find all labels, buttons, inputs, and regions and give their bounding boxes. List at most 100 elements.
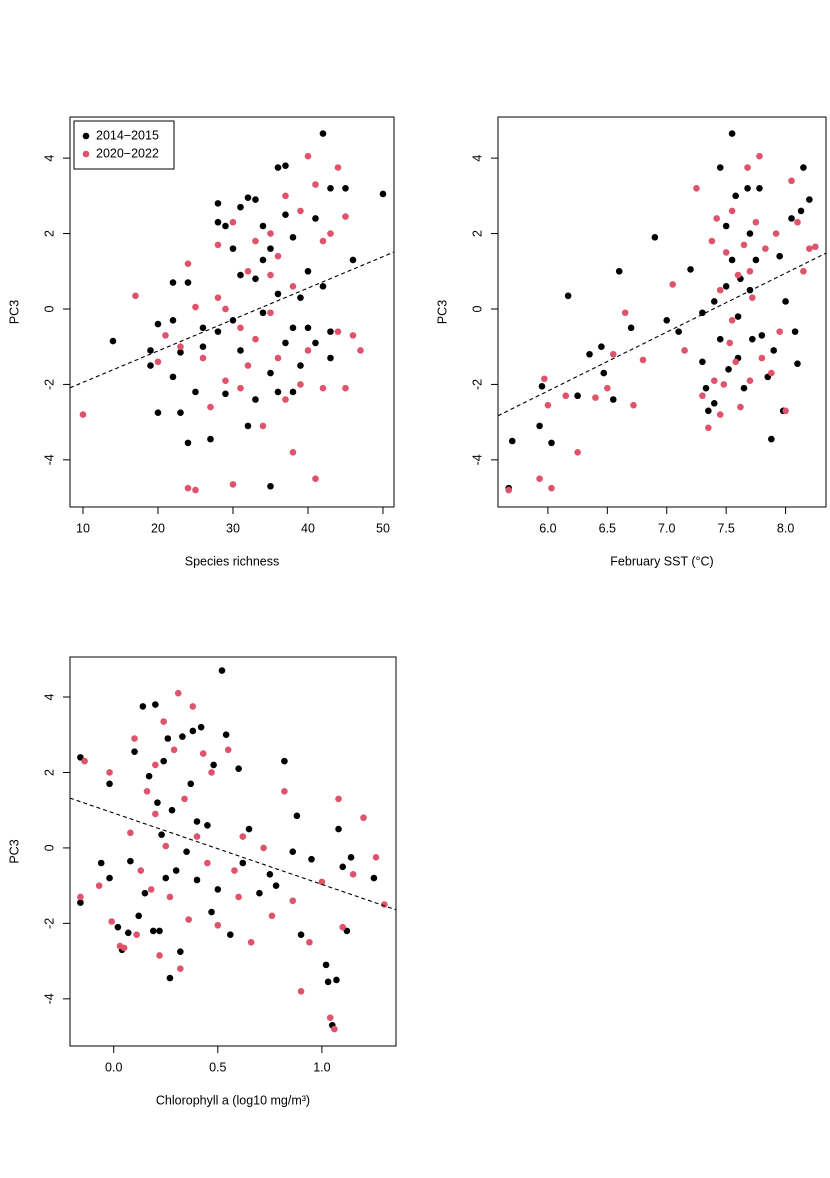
- point: [152, 761, 159, 769]
- point: [800, 164, 807, 171]
- point: [193, 818, 201, 825]
- point: [166, 974, 174, 982]
- point: [114, 923, 122, 931]
- point: [281, 788, 288, 795]
- point: [592, 394, 599, 401]
- point: [806, 245, 813, 252]
- x-tick-label: 6.0: [539, 521, 556, 535]
- x-tick-label: 1.0: [313, 1060, 330, 1074]
- point: [339, 863, 347, 871]
- point: [710, 399, 718, 407]
- point: [312, 475, 319, 483]
- point: [127, 829, 134, 837]
- point: [349, 256, 357, 264]
- point: [131, 748, 138, 756]
- point: [259, 422, 267, 430]
- point: [324, 978, 332, 986]
- point: [800, 267, 807, 275]
- point: [508, 437, 516, 445]
- point: [282, 396, 289, 403]
- legend-label: 2014−2015: [96, 128, 159, 142]
- point: [156, 927, 163, 935]
- point: [79, 411, 87, 418]
- x-tick-label: 0.5: [209, 1060, 226, 1074]
- point: [177, 409, 184, 417]
- point: [699, 309, 706, 317]
- point: [272, 882, 280, 889]
- point: [708, 237, 716, 245]
- point: [297, 207, 304, 215]
- point: [179, 733, 186, 740]
- panel: 6.0 6.5 7.0 7.5 8.0 -4 -2 0 2 4 February SST (°C) P…: [435, 116, 827, 568]
- point: [187, 780, 195, 788]
- y-tick-label: -4: [42, 454, 56, 465]
- point: [274, 252, 282, 260]
- point: [768, 435, 775, 443]
- point: [282, 162, 289, 169]
- y-tick-label: 4: [42, 155, 56, 162]
- point: [639, 356, 647, 364]
- x-tick-label: 7.0: [658, 521, 675, 535]
- point: [297, 362, 304, 369]
- point: [252, 196, 259, 203]
- point: [162, 874, 170, 882]
- point: [229, 218, 237, 226]
- point: [609, 396, 617, 403]
- point: [177, 343, 184, 351]
- point: [322, 961, 330, 969]
- point: [357, 347, 364, 354]
- point: [312, 181, 319, 188]
- point: [289, 848, 297, 855]
- point: [728, 130, 736, 137]
- point: [147, 347, 154, 354]
- point: [705, 407, 712, 415]
- point: [319, 283, 327, 290]
- point: [334, 164, 342, 171]
- point: [710, 298, 718, 305]
- point: [149, 927, 157, 935]
- point: [728, 207, 736, 215]
- x-tick-label: 7.5: [717, 521, 734, 535]
- legend-label: 2020−2022: [96, 146, 159, 160]
- point: [160, 718, 167, 725]
- point: [318, 878, 326, 886]
- point: [381, 901, 388, 908]
- y-axis-label: PC3: [7, 839, 21, 863]
- point: [207, 403, 214, 411]
- legend-box: [73, 120, 175, 170]
- y-tick-label: 2: [42, 769, 56, 776]
- point: [675, 328, 682, 335]
- point: [806, 196, 813, 203]
- point: [776, 252, 783, 260]
- point: [281, 757, 288, 765]
- point: [274, 164, 282, 171]
- point: [95, 882, 103, 889]
- point: [162, 332, 169, 339]
- point: [728, 316, 736, 324]
- point: [782, 407, 789, 415]
- point: [772, 230, 780, 237]
- y-tick-label: -2: [470, 379, 484, 390]
- point: [177, 965, 184, 972]
- point: [693, 184, 700, 192]
- point: [137, 867, 145, 874]
- point: [681, 347, 688, 354]
- point: [267, 369, 274, 377]
- point: [222, 377, 229, 384]
- point: [141, 889, 149, 897]
- point: [762, 245, 769, 252]
- point: [247, 938, 255, 946]
- point: [304, 347, 312, 354]
- point: [231, 867, 238, 874]
- point: [237, 324, 244, 332]
- point: [177, 948, 184, 955]
- point: [574, 449, 581, 456]
- point: [536, 475, 543, 483]
- point: [214, 886, 222, 893]
- y-tick-label: -4: [470, 454, 484, 465]
- point: [237, 203, 244, 211]
- point: [106, 874, 113, 882]
- point: [722, 249, 730, 256]
- point: [189, 703, 197, 710]
